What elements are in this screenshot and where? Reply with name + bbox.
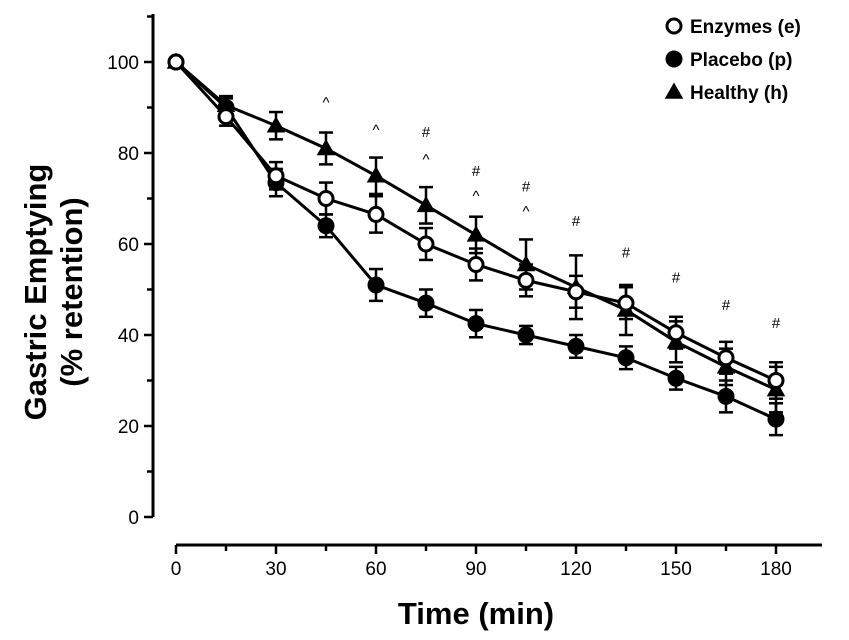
data-point-enzymes (167, 53, 185, 71)
x-tick-label: 120 (560, 559, 592, 580)
legend-marker-healthy (664, 82, 684, 99)
data-point-enzymes (217, 108, 235, 126)
data-point-placebo (317, 217, 335, 235)
significance-hash: # (572, 213, 581, 230)
data-point-placebo (417, 294, 435, 312)
significance-hash: # (772, 315, 781, 332)
y-tick-label: 100 (107, 53, 139, 74)
significance-caret: ^ (322, 95, 329, 112)
data-point-enzymes (517, 271, 535, 289)
annotation-layer: ^ ^ # ^ # ^ # ^ # # # # # (322, 95, 780, 333)
significance-hash: # (422, 124, 431, 141)
significance-caret: ^ (422, 151, 429, 168)
y-tick-label: 20 (118, 417, 139, 438)
data-point-enzymes (767, 372, 785, 389)
y-axis-title-line2: (% retention) (54, 197, 89, 386)
data-point-enzymes (717, 349, 735, 367)
data-point-healthy (316, 138, 336, 156)
data-point-placebo (467, 315, 485, 333)
data-point-healthy (266, 116, 286, 133)
series-layer (166, 52, 786, 437)
y-tick-label: 40 (118, 326, 139, 347)
y-axis-title: Gastric Emptying (% retention) (18, 164, 89, 421)
legend-marker-enzymes (665, 17, 683, 35)
data-point-enzymes (417, 235, 435, 253)
significance-caret: ^ (522, 204, 529, 221)
legend-label-enzymes: Enzymes (e) (690, 17, 801, 38)
data-point-placebo (617, 349, 635, 367)
significance-hash: # (622, 245, 631, 262)
data-point-placebo (767, 410, 785, 428)
data-point-placebo (517, 326, 535, 344)
significance-hash: # (522, 179, 531, 196)
markers-enzymes (167, 53, 785, 389)
data-point-placebo (667, 369, 685, 387)
x-tick-label: 150 (660, 559, 692, 580)
legend: Enzymes (e) Placebo (p) Healthy (h) (664, 17, 801, 104)
x-tick-label: 60 (365, 559, 386, 580)
legend-label-placebo: Placebo (p) (690, 50, 792, 71)
significance-hash: # (472, 163, 481, 180)
data-point-healthy (466, 225, 486, 242)
data-point-healthy (416, 195, 436, 213)
legend-label-healthy: Healthy (h) (690, 83, 788, 104)
x-tick-label: 0 (171, 559, 182, 580)
data-point-enzymes (567, 283, 585, 301)
data-point-enzymes (667, 324, 685, 342)
x-tick-label: 30 (265, 559, 286, 580)
markers-healthy (166, 52, 786, 397)
significance-hash: # (672, 270, 681, 287)
significance-caret: ^ (472, 188, 479, 205)
data-point-healthy (516, 254, 536, 272)
x-axis-title: Time (min) (398, 596, 554, 631)
data-point-enzymes (267, 167, 285, 185)
y-tick-label: 60 (118, 235, 139, 256)
data-point-placebo (567, 337, 585, 355)
data-point-enzymes (467, 255, 485, 273)
y-axis-title-line1: Gastric Emptying (18, 164, 53, 421)
x-tick-label: 180 (760, 559, 792, 580)
y-tick-label: 0 (128, 508, 139, 529)
data-point-healthy (366, 166, 386, 183)
axes: 0 20 40 60 80 100 0 30 60 90 120 150 180 (107, 14, 822, 580)
data-point-enzymes (367, 205, 385, 223)
data-point-placebo (367, 276, 385, 294)
x-tick-label: 90 (465, 559, 486, 580)
significance-caret: ^ (372, 122, 379, 139)
significance-hash: # (722, 297, 731, 314)
data-point-enzymes (317, 190, 335, 207)
data-point-enzymes (617, 294, 635, 312)
y-tick-label: 80 (118, 144, 139, 165)
data-point-placebo (717, 387, 735, 405)
legend-marker-placebo (665, 50, 683, 68)
